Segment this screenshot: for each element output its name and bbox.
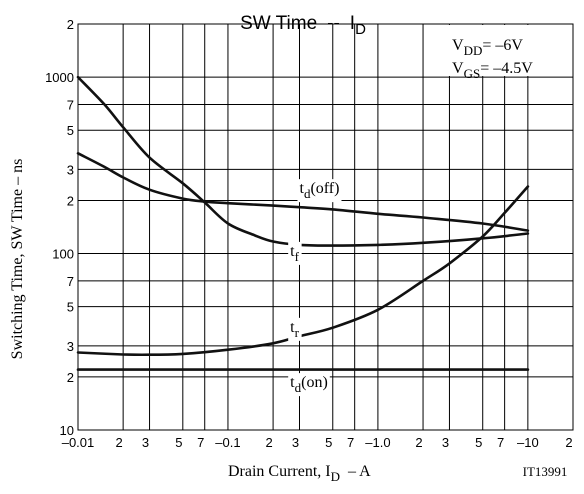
x-tick-label: 2 <box>265 435 272 450</box>
figure-code: IT13991 <box>523 464 568 479</box>
series-labels: td(off) tf tr td(on) <box>288 179 342 397</box>
condition-vgs: VGS= –4.5V <box>452 60 533 81</box>
x-tick-label: –0.1 <box>215 435 240 450</box>
y-tick-label: 7 <box>67 274 74 289</box>
x-tick-label: –0.01 <box>62 435 95 450</box>
y-tick-label: 100 <box>52 247 74 262</box>
tr-label: tr <box>290 319 299 340</box>
x-tick-label: 7 <box>497 435 504 450</box>
td-off-label: td(off) <box>299 180 339 201</box>
chart-title: SW Time -- ID <box>240 13 366 38</box>
y-tick-label: 5 <box>67 300 74 315</box>
y-tick-label: 2 <box>67 17 74 32</box>
condition-vdd: VDD= –6V <box>452 37 523 58</box>
y-tick-label: 10 <box>60 423 74 438</box>
x-tick-label: 5 <box>475 435 482 450</box>
curves <box>76 75 530 371</box>
series-label-bg <box>288 317 302 341</box>
y-tick-label: 7 <box>67 97 74 112</box>
tr-curve <box>76 185 530 357</box>
series-label-bg <box>297 179 342 203</box>
series-label-bg <box>288 373 330 397</box>
x-tick-label: –10 <box>517 435 539 450</box>
y-axis-label: Switching Time, SW Time – ns <box>9 159 26 360</box>
y-tick-label: 2 <box>67 193 74 208</box>
x-tick-label: 3 <box>442 435 449 450</box>
x-tick-label: 5 <box>175 435 182 450</box>
td-on-label: td(on) <box>290 374 328 395</box>
x-tick-label: 3 <box>292 435 299 450</box>
x-tick-label: 3 <box>142 435 149 450</box>
x-tick-label: 2 <box>116 435 123 450</box>
td-off-curve <box>76 152 530 232</box>
x-axis-label: Drain Current, ID – A <box>228 463 371 484</box>
plot-frame <box>77 23 574 431</box>
x-tick-label: 5 <box>325 435 332 450</box>
y-tick-label: 3 <box>67 339 74 354</box>
tick-labels: –0.01 2 3 5 7 –0.1 2 3 5 7 –1.0 2 3 5 7 –10 210235710023… <box>45 17 573 450</box>
conditions-box <box>446 25 567 76</box>
x-tick-label: 2 <box>565 435 572 450</box>
x-tick-label: 2 <box>415 435 422 450</box>
x-tick-label: –1.0 <box>365 435 390 450</box>
y-tick-label: 3 <box>67 162 74 177</box>
tf-label: tf <box>290 243 299 264</box>
tf-curve <box>76 75 530 247</box>
y-tick-label: 1000 <box>45 70 74 85</box>
y-tick-label: 5 <box>67 123 74 138</box>
x-tick-label: 7 <box>197 435 204 450</box>
series-label-bg <box>288 241 302 265</box>
y-tick-label: 2 <box>67 370 74 385</box>
x-tick-label: 7 <box>347 435 354 450</box>
